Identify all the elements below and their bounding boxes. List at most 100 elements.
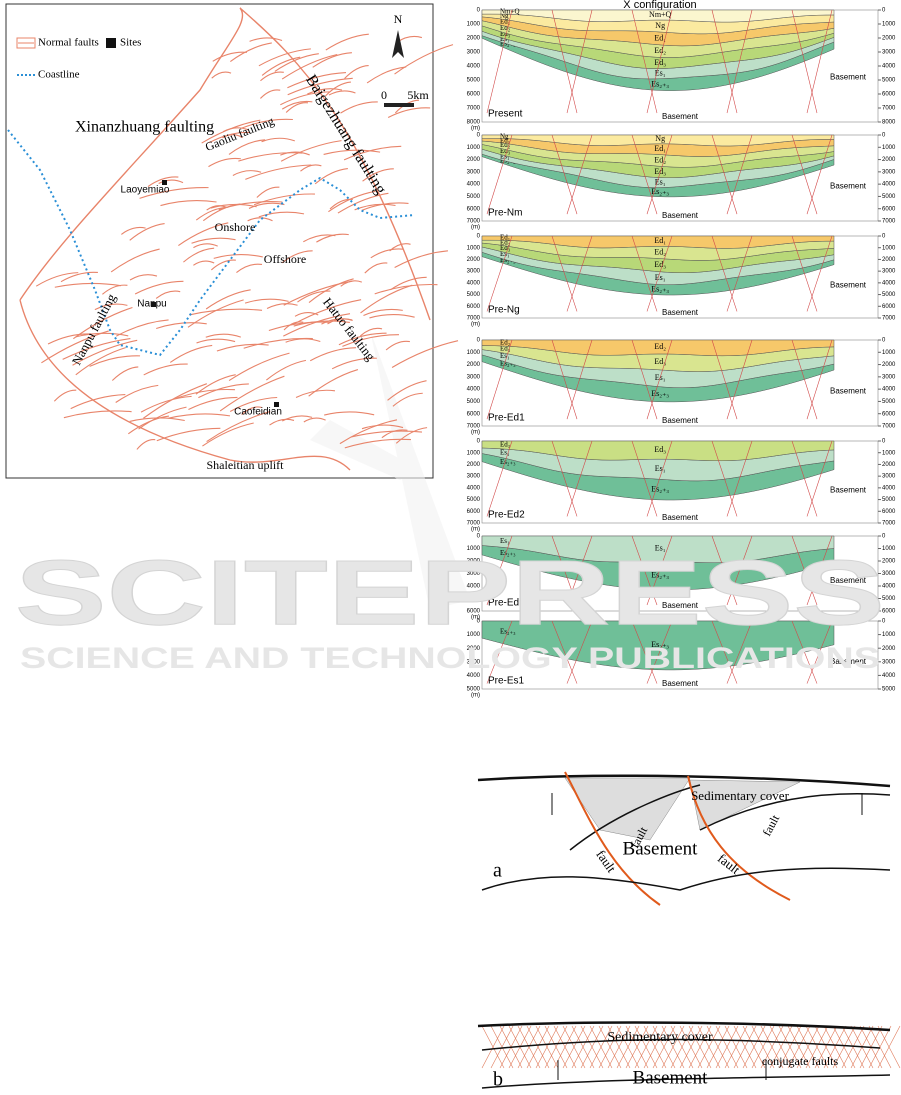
- layer-label: Ed₃: [654, 260, 666, 269]
- layer-label: Es₁: [655, 464, 666, 473]
- fault-trace: [791, 235, 818, 312]
- layer-label: Ed₁: [654, 33, 666, 42]
- panel-name: Pre-Es1: [488, 676, 525, 687]
- depth-label: 5000: [882, 78, 896, 84]
- fault-trace: [566, 535, 593, 606]
- layer-label: Es₁: [655, 544, 666, 553]
- fault-line: [129, 417, 185, 422]
- fault-line: [316, 233, 349, 243]
- depth-label: 6000: [882, 411, 896, 417]
- north-arrow: [392, 30, 404, 58]
- fault-trace: [486, 235, 513, 312]
- fault-line: [340, 101, 378, 114]
- fault-line: [325, 81, 351, 97]
- conjugate-fault: [877, 1025, 901, 1069]
- site-marker: [162, 180, 167, 185]
- fault-line: [390, 276, 427, 291]
- fault-line: [193, 243, 218, 249]
- depth-label: 4000: [882, 182, 896, 188]
- basement-label: Basement: [830, 485, 867, 494]
- conjugate-fault: [823, 1025, 847, 1069]
- depth-label: 0: [477, 439, 481, 445]
- fault-line: [75, 347, 126, 376]
- depth-label: 0: [477, 133, 481, 139]
- depth-label: 2000: [467, 462, 481, 468]
- fault-trace: [726, 535, 753, 606]
- fault-line: [323, 149, 381, 155]
- depth-label: 6000: [467, 411, 481, 417]
- conjugate-fault: [715, 1025, 739, 1069]
- fault-line: [361, 424, 404, 430]
- depth-label: 4000: [467, 182, 481, 188]
- fault-line: [337, 192, 389, 214]
- fault-line: [283, 313, 351, 337]
- layer-label: Es₁: [500, 250, 509, 258]
- depth-label: 7000: [882, 316, 896, 322]
- depth-label: 5000: [882, 687, 896, 693]
- fault-trace: [486, 535, 513, 606]
- basement-label: Basement: [662, 513, 699, 522]
- fault-trace: [711, 440, 738, 517]
- map-label: Caofeidian: [234, 407, 282, 418]
- fault-trace: [646, 535, 673, 606]
- fault-line: [294, 312, 319, 317]
- depth-label: 2000: [467, 362, 481, 368]
- layer-label: Ed₃: [654, 58, 666, 67]
- layer-label: Ed₂: [500, 141, 511, 149]
- conjugate-fault: [625, 1025, 649, 1069]
- fault-trace: [646, 440, 673, 517]
- fault-line: [387, 380, 427, 401]
- fault-trace: [486, 134, 513, 215]
- fault-line: [261, 137, 295, 143]
- conjugate-fault: [688, 1025, 712, 1069]
- fault-line: [139, 187, 209, 199]
- layer-label: Ed₃: [500, 30, 511, 38]
- depth-label: 5000: [882, 596, 896, 602]
- depth-label: 2000: [882, 646, 896, 652]
- fault-line: [206, 205, 228, 211]
- depth-label: 3000: [467, 50, 481, 56]
- fault-line: [274, 53, 319, 72]
- map-label: Onshore: [215, 220, 256, 234]
- layer-label: Es₂₊₃: [500, 360, 516, 368]
- fault-line: [287, 77, 353, 96]
- depth-label: 0: [882, 338, 886, 344]
- fault-line: [218, 201, 283, 211]
- fault-line: [138, 406, 187, 430]
- section-panel: Es₂₊₃ Es₂₊₃ Es₁ Es₁ 0 0 1000 1000 2000 2000 3000 30…: [467, 534, 896, 621]
- fault-line: [295, 389, 336, 399]
- depth-label: 2000: [467, 559, 481, 565]
- depth-label: 3000: [882, 169, 896, 175]
- depth-label: 3000: [467, 169, 481, 175]
- depth-label: 4000: [467, 387, 481, 393]
- fault-line: [229, 396, 278, 412]
- depth-label: 2000: [467, 157, 481, 163]
- strata-layer: [481, 535, 835, 563]
- fault-line: [115, 384, 159, 403]
- conjugate-fault: [643, 1025, 667, 1069]
- scale-label: 5km: [407, 88, 429, 102]
- layer-label: Es₁: [500, 352, 509, 360]
- layer-label: Es₂₊₃: [500, 549, 516, 557]
- fault-trace: [551, 535, 578, 606]
- fault-trace: [631, 9, 658, 114]
- fault-line: [208, 157, 241, 168]
- conjugate-fault: [562, 1025, 586, 1069]
- conjugate-fault: [805, 1025, 829, 1069]
- depth-label: 1000: [882, 245, 896, 251]
- map-label: Laoyemiao: [121, 185, 170, 196]
- layer-label: Ed₁: [500, 17, 510, 25]
- depth-label: 2000: [467, 257, 481, 263]
- depth-label: 4000: [882, 280, 896, 286]
- depth-label: 1000: [467, 245, 481, 251]
- fault-line: [111, 366, 139, 381]
- depth-label: 3000: [467, 571, 481, 577]
- layer-label: Ed₂: [500, 24, 511, 32]
- depth-unit: (m): [471, 430, 480, 436]
- basement-label: Basement: [830, 280, 867, 289]
- layer-label: Ng: [655, 21, 665, 30]
- legend-label: Normal faults: [38, 37, 99, 49]
- layer-label: Ed₃: [654, 357, 666, 366]
- fault-line: [228, 139, 266, 155]
